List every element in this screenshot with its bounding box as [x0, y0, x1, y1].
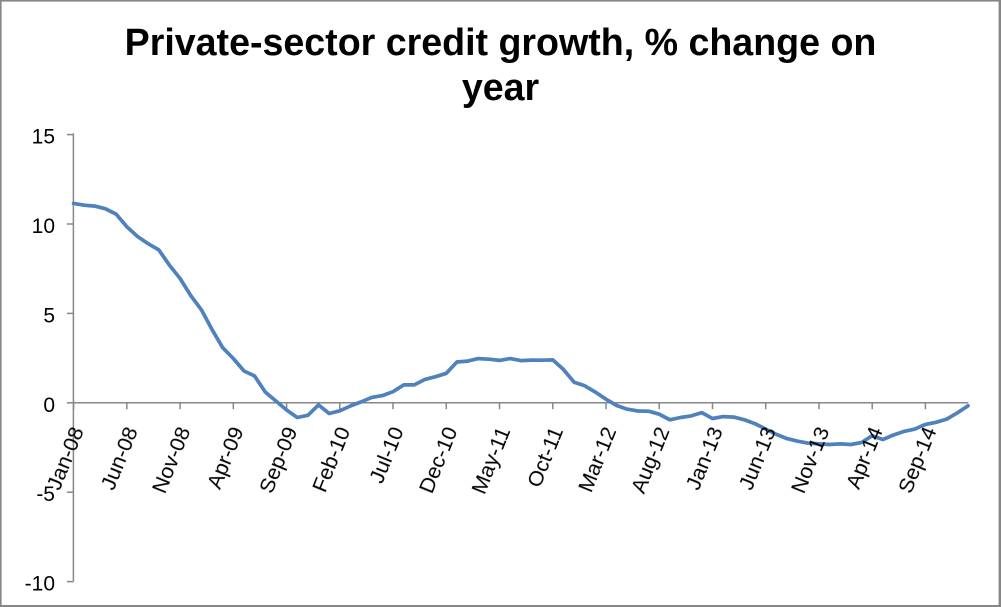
svg-text:0: 0 — [43, 394, 55, 417]
svg-text:5: 5 — [43, 304, 55, 327]
svg-text:10: 10 — [32, 215, 55, 238]
svg-text:15: 15 — [32, 126, 55, 149]
svg-text:-10: -10 — [25, 573, 55, 596]
svg-text:-5: -5 — [36, 483, 55, 506]
